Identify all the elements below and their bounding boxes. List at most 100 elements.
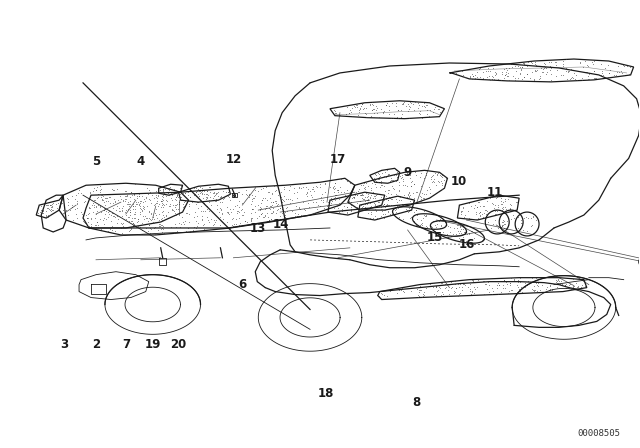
Point bbox=[132, 215, 143, 222]
Point bbox=[308, 184, 318, 191]
Point bbox=[93, 194, 104, 201]
Point bbox=[397, 100, 408, 107]
Point bbox=[481, 280, 491, 287]
Point bbox=[346, 206, 356, 213]
Point bbox=[259, 206, 269, 213]
Point bbox=[165, 202, 175, 209]
Point bbox=[124, 201, 134, 208]
Point bbox=[143, 215, 154, 222]
Point bbox=[500, 196, 510, 203]
Point bbox=[161, 212, 172, 219]
Point bbox=[123, 199, 133, 206]
Point bbox=[335, 209, 345, 216]
Point bbox=[287, 208, 298, 215]
Point bbox=[515, 287, 525, 294]
Point bbox=[453, 280, 463, 288]
Point bbox=[412, 172, 422, 179]
Point bbox=[99, 201, 109, 208]
Point bbox=[404, 188, 414, 195]
Point bbox=[475, 211, 485, 218]
Point bbox=[468, 284, 479, 291]
Point bbox=[481, 211, 491, 218]
Point bbox=[582, 69, 592, 76]
Point bbox=[381, 174, 391, 181]
Point bbox=[437, 216, 447, 223]
Point bbox=[332, 109, 342, 116]
Point bbox=[541, 285, 551, 293]
Point bbox=[483, 207, 493, 215]
Point bbox=[126, 226, 136, 233]
Point bbox=[550, 58, 560, 65]
Point bbox=[95, 203, 105, 210]
Point bbox=[318, 199, 328, 206]
Text: 00008505: 00008505 bbox=[577, 429, 620, 438]
Point bbox=[334, 199, 344, 207]
Point bbox=[173, 200, 184, 207]
Point bbox=[406, 178, 417, 185]
Point bbox=[498, 221, 508, 228]
Point bbox=[583, 72, 593, 79]
Point bbox=[120, 192, 131, 199]
Point bbox=[429, 290, 440, 297]
Point bbox=[177, 182, 187, 190]
Point bbox=[214, 209, 224, 216]
Point bbox=[139, 215, 149, 223]
Point bbox=[408, 197, 419, 204]
Point bbox=[584, 75, 595, 82]
Point bbox=[202, 213, 212, 220]
Point bbox=[48, 206, 58, 213]
Point bbox=[103, 228, 113, 235]
Point bbox=[152, 197, 162, 204]
Point bbox=[218, 196, 228, 203]
Point bbox=[411, 207, 421, 214]
Point bbox=[486, 224, 496, 231]
Point bbox=[246, 196, 257, 203]
Point bbox=[347, 194, 357, 202]
Point bbox=[498, 203, 508, 211]
Point bbox=[546, 65, 556, 72]
Point bbox=[396, 286, 406, 293]
Point bbox=[294, 184, 304, 191]
Point bbox=[118, 223, 128, 230]
Point bbox=[531, 217, 541, 224]
Point bbox=[440, 284, 450, 291]
Point bbox=[445, 228, 455, 235]
Point bbox=[457, 207, 467, 215]
Point bbox=[412, 189, 422, 196]
Point bbox=[131, 222, 141, 229]
Point bbox=[374, 173, 384, 181]
Point bbox=[609, 71, 619, 78]
Point bbox=[157, 215, 168, 222]
Point bbox=[206, 215, 216, 223]
Point bbox=[124, 217, 134, 224]
Point bbox=[196, 207, 207, 214]
Point bbox=[138, 205, 148, 212]
Point bbox=[83, 210, 93, 217]
Point bbox=[337, 207, 348, 215]
Point bbox=[440, 218, 451, 225]
Point bbox=[86, 223, 96, 230]
Point bbox=[570, 75, 580, 82]
Point bbox=[551, 278, 561, 285]
Point bbox=[266, 216, 276, 223]
Point bbox=[477, 237, 487, 244]
Point bbox=[262, 197, 272, 204]
Point bbox=[360, 203, 371, 211]
Point bbox=[355, 197, 365, 204]
Point bbox=[513, 63, 524, 70]
Point bbox=[81, 223, 92, 230]
Point bbox=[496, 288, 506, 295]
Point bbox=[502, 208, 512, 215]
Point bbox=[152, 194, 162, 201]
Point bbox=[200, 207, 210, 214]
Point bbox=[557, 280, 568, 287]
Point bbox=[362, 201, 372, 208]
Point bbox=[477, 69, 488, 76]
Point bbox=[110, 198, 120, 205]
Point bbox=[438, 183, 449, 190]
Point bbox=[383, 195, 394, 202]
Point bbox=[436, 289, 447, 296]
Point bbox=[293, 211, 303, 218]
Point bbox=[514, 285, 524, 292]
Point bbox=[436, 217, 446, 224]
